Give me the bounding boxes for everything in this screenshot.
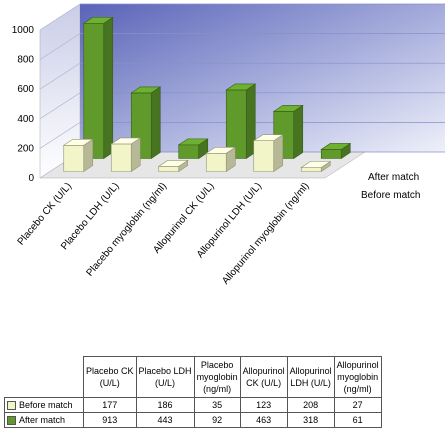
table-cell: 443 xyxy=(135,412,195,428)
table-row: Before match 177 186 35 123 208 27 xyxy=(4,397,382,413)
x-tick-label-5: Allopurinol myoglobin (ng/ml) xyxy=(220,181,311,287)
y-tick-label-3: 600 xyxy=(17,84,34,95)
gridline-side xyxy=(39,3,81,31)
table-row-label: Before match xyxy=(4,397,84,413)
table-cell: 177 xyxy=(83,397,137,413)
table-cell: 123 xyxy=(239,397,288,413)
bar-before-0 xyxy=(62,138,94,173)
bar-before-1 xyxy=(110,137,142,173)
table-cell: 186 xyxy=(135,397,195,413)
y-axis-ticks: 0 200 400 600 800 1000 xyxy=(12,25,35,184)
table-header-2: Placebo myoglobin (ng/ml) xyxy=(193,356,241,398)
table-cell: 61 xyxy=(333,412,382,428)
bar-after-0 xyxy=(82,16,114,160)
gridline-side xyxy=(39,92,81,120)
bar-before-4 xyxy=(252,134,284,173)
table-header-4: Allopurinol LDH (U/L) xyxy=(286,356,335,398)
bar-chart-3d: 0 200 400 600 800 1000 Placebo CK (U/L)Placeb… xyxy=(12,3,445,287)
y-tick-label-0: 0 xyxy=(28,173,34,184)
table-cell: 92 xyxy=(193,412,241,428)
table-header-row: Placebo CK (U/L) Placebo LDH (U/L) Placebo… xyxy=(5,356,382,398)
y-tick-label-2: 400 xyxy=(17,114,34,125)
legend-swatch-before xyxy=(7,401,16,411)
bar-after-3 xyxy=(225,83,257,160)
table-row: After match 913 443 92 463 318 61 xyxy=(4,412,382,428)
table-row-label: After match xyxy=(4,412,84,428)
bars xyxy=(62,16,352,173)
series-depth-labels: Before match After match xyxy=(361,172,420,201)
bar-after-5 xyxy=(320,142,352,160)
x-tick-label-2: Placebo myoglobin (ng/ml) xyxy=(85,181,170,279)
data-table: Placebo CK (U/L) Placebo LDH (U/L) Placebo… xyxy=(4,356,382,428)
y-tick-label-5: 1000 xyxy=(12,25,35,36)
y-tick-label-1: 200 xyxy=(17,143,34,154)
bar-before-2 xyxy=(157,159,189,173)
x-axis-labels: Placebo CK (U/L)Placebo LDH (U/L)Placebo… xyxy=(16,181,312,287)
table-cell: 208 xyxy=(286,397,335,413)
gridline-side xyxy=(39,122,81,149)
table-header-3: Allopurinol CK (U/L) xyxy=(239,356,288,398)
y-tick-label-4: 800 xyxy=(17,55,34,66)
bar-before-5 xyxy=(300,160,332,173)
gridline-side xyxy=(39,62,81,90)
bar-before-3 xyxy=(205,146,237,173)
table-cell: 27 xyxy=(333,397,382,413)
bar-after-2 xyxy=(177,138,209,160)
table-cell: 318 xyxy=(286,412,335,428)
table-cell: 913 xyxy=(83,412,137,428)
table-header-5: Allopurinol myoglobin (ng/ml) xyxy=(333,356,382,398)
table-header-1: Placebo LDH (U/L) xyxy=(135,356,195,398)
table-cell: 463 xyxy=(239,412,288,428)
depth-label-after: After match xyxy=(368,172,419,183)
gridline-side xyxy=(39,33,81,60)
depth-label-before: Before match xyxy=(361,190,420,201)
table-corner xyxy=(5,357,84,398)
table-cell: 35 xyxy=(193,397,241,413)
legend-swatch-after xyxy=(7,416,16,426)
back-wall xyxy=(80,4,445,152)
table-header-0: Placebo CK (U/L) xyxy=(83,356,137,398)
